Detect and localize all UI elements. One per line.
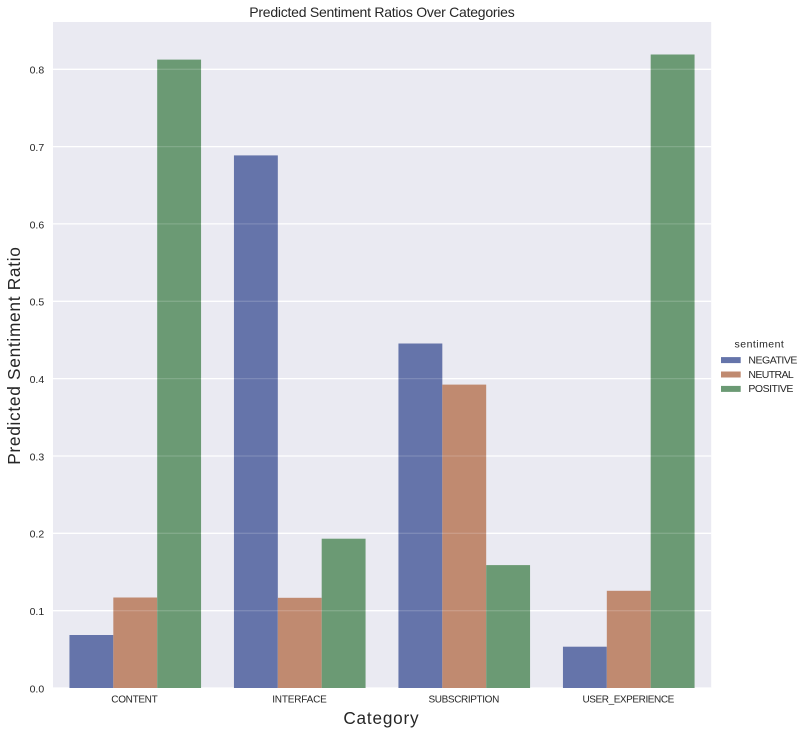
svg-text:INTERFACE: INTERFACE bbox=[272, 695, 327, 706]
svg-text:0.4: 0.4 bbox=[30, 374, 45, 386]
svg-text:Predicted Sentiment Ratio: Predicted Sentiment Ratio bbox=[4, 247, 24, 465]
svg-text:NEUTRAL: NEUTRAL bbox=[748, 369, 793, 381]
svg-text:CONTENT: CONTENT bbox=[111, 695, 157, 706]
svg-text:0.6: 0.6 bbox=[30, 219, 45, 231]
svg-text:0.5: 0.5 bbox=[30, 297, 45, 309]
svg-text:0.3: 0.3 bbox=[30, 451, 45, 463]
svg-text:SUBSCRIPTION: SUBSCRIPTION bbox=[429, 695, 500, 706]
svg-text:NEGATIVE: NEGATIVE bbox=[748, 354, 797, 366]
svg-text:0.8: 0.8 bbox=[30, 65, 45, 77]
svg-text:0.2: 0.2 bbox=[30, 529, 45, 541]
svg-text:POSITIVE: POSITIVE bbox=[748, 383, 793, 395]
svg-text:USER_EXPERIENCE: USER_EXPERIENCE bbox=[583, 695, 675, 706]
svg-text:0.1: 0.1 bbox=[30, 606, 45, 618]
svg-text:0.7: 0.7 bbox=[30, 142, 45, 154]
svg-text:Predicted Sentiment Ratios Ove: Predicted Sentiment Ratios Over Categori… bbox=[249, 4, 514, 20]
svg-text:0.0: 0.0 bbox=[30, 683, 45, 695]
svg-text:Category: Category bbox=[343, 708, 419, 728]
svg-text:sentiment: sentiment bbox=[735, 339, 784, 351]
